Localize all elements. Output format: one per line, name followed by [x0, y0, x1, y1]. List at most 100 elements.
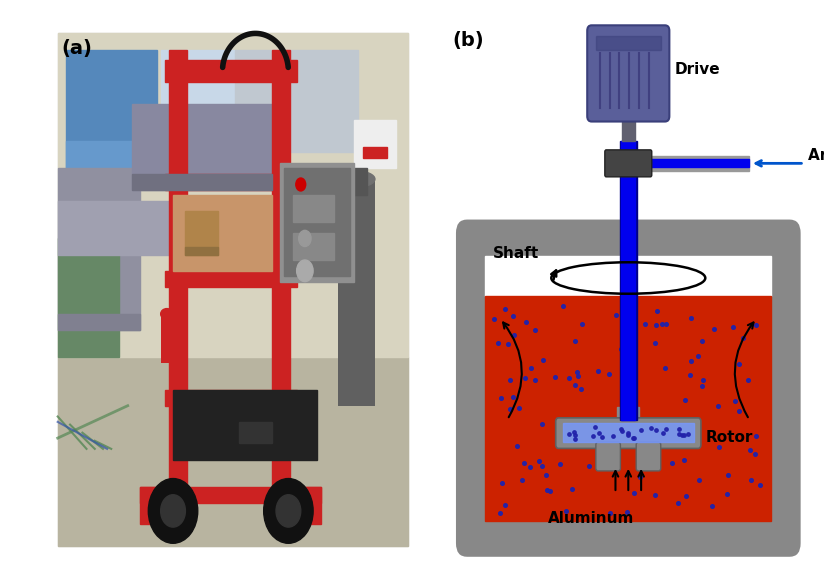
Bar: [185, 211, 218, 255]
Bar: [621, 141, 635, 420]
Point: [736, 333, 749, 342]
Circle shape: [148, 479, 198, 543]
Point: [517, 459, 531, 468]
Ellipse shape: [338, 171, 375, 187]
Point: [705, 502, 719, 511]
Point: [495, 479, 508, 488]
Text: Aluminum: Aluminum: [548, 511, 634, 526]
Bar: [161, 49, 235, 168]
Point: [563, 429, 576, 439]
Point: [488, 314, 501, 323]
Point: [616, 426, 629, 435]
Bar: [293, 195, 334, 222]
Point: [629, 328, 642, 337]
Bar: [354, 120, 396, 168]
Point: [536, 461, 549, 471]
Point: [657, 428, 670, 437]
Bar: [58, 33, 408, 546]
Point: [634, 425, 648, 434]
Point: [565, 484, 578, 493]
Point: [628, 434, 641, 443]
Bar: [58, 238, 119, 357]
Bar: [650, 160, 749, 168]
Point: [540, 486, 553, 495]
Bar: [272, 49, 291, 525]
Point: [621, 430, 634, 440]
FancyBboxPatch shape: [636, 442, 661, 471]
Point: [499, 501, 512, 510]
Point: [678, 430, 691, 439]
Point: [644, 423, 658, 432]
Point: [503, 405, 517, 414]
Bar: [239, 422, 272, 444]
Point: [680, 492, 693, 501]
Point: [749, 432, 762, 441]
Point: [554, 459, 567, 468]
Point: [749, 320, 762, 329]
Bar: [284, 168, 350, 276]
FancyBboxPatch shape: [555, 418, 701, 448]
Point: [672, 425, 686, 434]
Point: [754, 480, 767, 490]
Point: [536, 419, 549, 428]
Point: [592, 429, 606, 438]
Point: [639, 320, 652, 329]
Bar: [66, 49, 157, 168]
Bar: [280, 163, 354, 282]
Point: [711, 401, 724, 410]
Point: [569, 435, 582, 444]
Point: [519, 317, 532, 327]
Circle shape: [296, 178, 306, 191]
Point: [707, 324, 720, 333]
Point: [586, 431, 599, 440]
Point: [649, 426, 662, 435]
Text: Drive: Drive: [674, 61, 719, 77]
Point: [559, 506, 573, 515]
Ellipse shape: [161, 309, 173, 319]
Bar: [346, 168, 367, 195]
Point: [729, 396, 742, 405]
Bar: [620, 141, 637, 420]
Bar: [173, 390, 317, 460]
Text: Ar or N: Ar or N: [808, 148, 824, 163]
Point: [733, 406, 746, 415]
Circle shape: [297, 260, 313, 282]
Point: [569, 336, 582, 346]
Circle shape: [276, 495, 301, 527]
Point: [727, 322, 740, 331]
Bar: [293, 233, 334, 260]
Point: [741, 375, 754, 385]
Point: [672, 499, 685, 508]
Point: [721, 470, 734, 479]
Point: [685, 313, 698, 322]
Point: [627, 348, 640, 358]
Bar: [132, 174, 272, 190]
Point: [588, 422, 602, 431]
Point: [592, 366, 605, 375]
Point: [510, 441, 523, 451]
Bar: [621, 115, 635, 141]
Point: [614, 425, 627, 434]
Point: [569, 381, 582, 390]
Point: [666, 458, 679, 467]
Bar: [617, 407, 639, 421]
Bar: [235, 49, 358, 152]
Point: [684, 370, 697, 379]
Point: [659, 424, 672, 433]
Point: [620, 507, 633, 517]
Bar: [338, 179, 375, 406]
Point: [528, 325, 541, 335]
Point: [676, 430, 689, 440]
Text: (b): (b): [452, 31, 484, 50]
Point: [499, 304, 512, 313]
Point: [684, 356, 697, 365]
Bar: [140, 487, 173, 525]
Bar: [363, 147, 387, 157]
Bar: [165, 60, 297, 82]
Bar: [169, 49, 187, 525]
Point: [648, 490, 662, 499]
Point: [583, 461, 596, 471]
Bar: [485, 255, 771, 296]
Bar: [58, 201, 181, 255]
Point: [595, 432, 608, 441]
